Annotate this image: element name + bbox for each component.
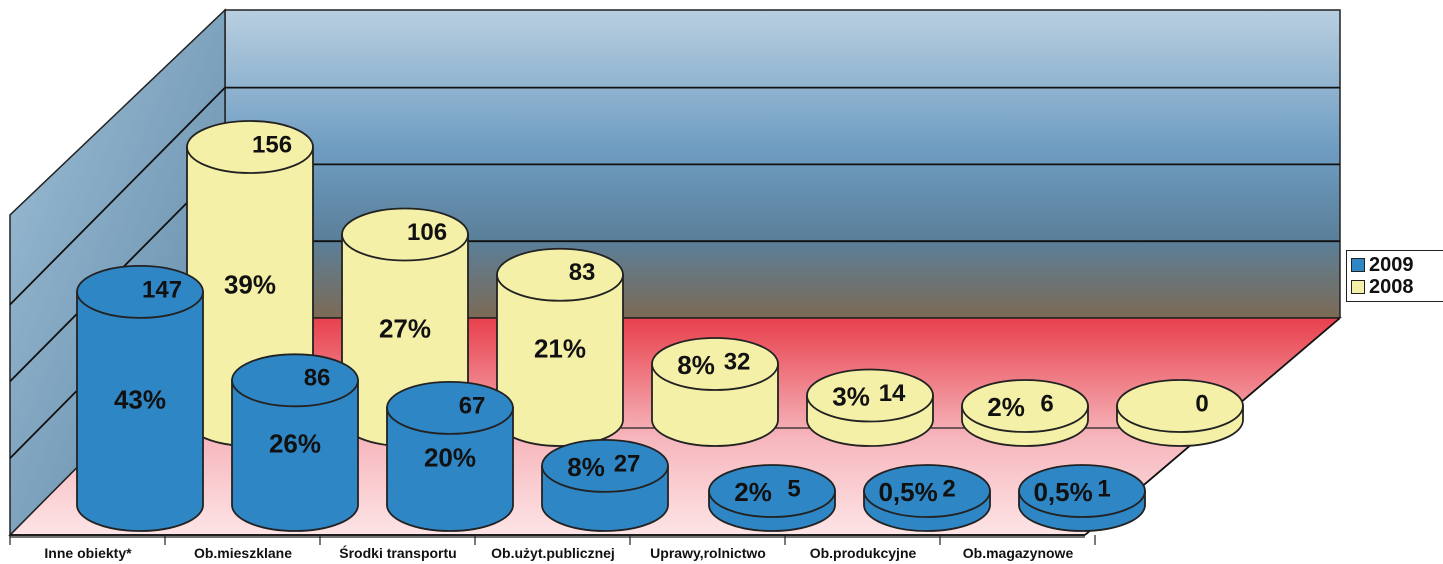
category-label: Ob.produkcyjne <box>810 545 917 561</box>
value-label: 86 <box>304 365 331 392</box>
bar-2009-1: 86 26% <box>231 353 359 532</box>
bar-2008-6: 0 <box>1116 379 1244 447</box>
bar-2009-3-top <box>541 438 669 493</box>
value-label: 32 <box>724 348 751 375</box>
bar-2008-0-top <box>186 120 314 174</box>
bar-2009-5: 20,5% <box>863 464 991 532</box>
bar-2009-4-top <box>708 464 836 518</box>
value-label: 1 <box>1097 475 1110 502</box>
bar-2009-1-top <box>231 353 359 408</box>
category-axis: Inne obiekty* Ob.mieszklane Środki transpo… <box>9 535 1096 561</box>
bar-2008-2: 83 21% <box>496 247 624 447</box>
value-label: 67 <box>459 392 486 419</box>
bar-2009-6: 10,5% <box>1018 464 1146 532</box>
bar-2008-3: 32 8% <box>651 337 779 447</box>
percent-label: 26% <box>269 429 321 459</box>
bar-2008-0: 156 39% <box>186 120 314 447</box>
bar-2008-2-top <box>496 247 624 302</box>
right-blank <box>1085 318 1443 564</box>
percent-label: 39% <box>224 270 276 300</box>
bar-2008-3-top <box>651 337 779 391</box>
value-label: 106 <box>407 219 447 246</box>
category-label: Ob.mieszklane <box>194 545 292 561</box>
bar-2009-3: 27 8% <box>541 438 669 532</box>
legend-label-2009: 2009 <box>1369 253 1414 276</box>
bar-2009-0-body <box>76 290 204 532</box>
category-label: Inne obiekty* <box>44 545 132 561</box>
bar-2009-6-top <box>1018 464 1146 518</box>
value-label: 83 <box>569 259 596 286</box>
value-label: 0 <box>1195 390 1208 417</box>
value-label: 147 <box>142 276 182 303</box>
bar-2008-4: 14 3% <box>806 368 934 447</box>
percent-label: 0,5% <box>878 477 937 507</box>
category-label: Uprawy,rolnictwo <box>650 545 766 561</box>
percent-label: 8% <box>567 452 605 482</box>
series-2008-group: 156 39% 106 27% 83 21% 32 8% 14 3% 6 2% 0 <box>186 120 1244 447</box>
percent-label: 20% <box>424 442 476 472</box>
bar-2009-5-top <box>863 464 991 518</box>
category-label: Środki transportu <box>339 544 456 561</box>
legend-swatch-2009 <box>1351 258 1365 272</box>
percent-label: 43% <box>114 384 166 414</box>
value-label: 5 <box>787 475 800 502</box>
value-label: 14 <box>879 380 906 407</box>
bar-2008-5-top <box>961 379 1089 433</box>
legend-label-2008: 2008 <box>1369 275 1414 298</box>
legend-item-2008: 2008 <box>1351 276 1439 298</box>
legend-swatch-2008 <box>1351 280 1365 294</box>
bar-2009-2-body <box>386 406 514 532</box>
percent-label: 2% <box>734 477 772 507</box>
bar-2009-0: 147 43% <box>76 264 204 532</box>
bar-2009-2-top <box>386 380 514 435</box>
value-label: 156 <box>252 131 292 158</box>
percent-label: 27% <box>379 313 431 343</box>
percent-label: 8% <box>677 350 715 380</box>
bar-2009-4: 5 2% <box>708 464 836 532</box>
category-label: Ob.magazynowe <box>963 545 1074 561</box>
percent-label: 2% <box>987 392 1025 422</box>
percent-label: 3% <box>832 382 870 412</box>
bar-2009-1-body <box>231 379 359 532</box>
gridline-side <box>9 86 226 306</box>
legend-item-2009: 2009 <box>1351 254 1439 276</box>
bar-2009-2: 67 20% <box>386 380 514 532</box>
bar-2008-6-top <box>1116 379 1244 433</box>
legend: 2009 2008 <box>1346 250 1443 302</box>
bar-2008-1-top <box>341 207 469 262</box>
value-label: 2 <box>942 475 955 502</box>
bar-2008-4-top <box>806 368 934 423</box>
percent-label: 21% <box>534 333 586 363</box>
bar-2009-0-top <box>76 264 204 319</box>
category-label: Ob.użyt.publicznej <box>491 545 615 561</box>
value-label: 27 <box>614 450 641 477</box>
percent-label: 0,5% <box>1033 477 1092 507</box>
bar-2008-5: 6 2% <box>961 379 1089 447</box>
value-label: 6 <box>1040 390 1053 417</box>
